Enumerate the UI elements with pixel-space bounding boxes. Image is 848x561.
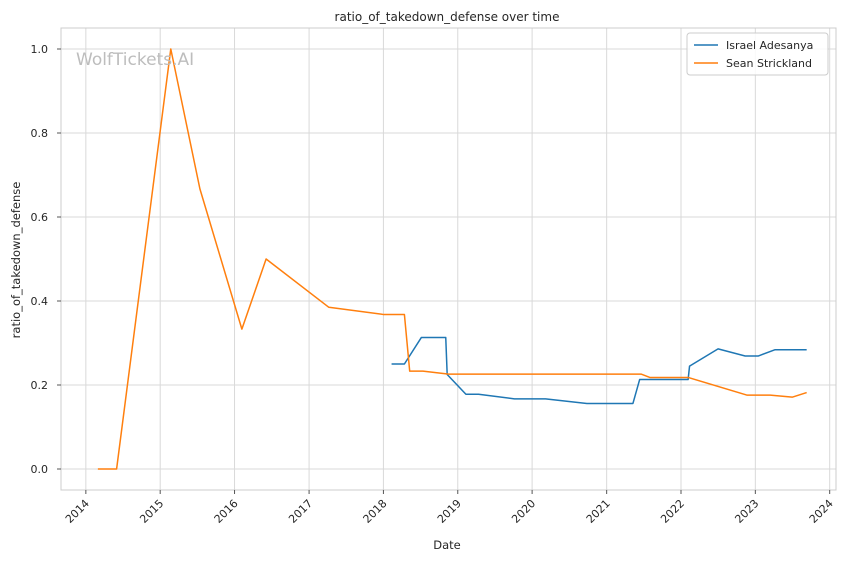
series-line-sean-strickland xyxy=(97,48,807,470)
x-tick-label: 2014 xyxy=(63,497,92,526)
x-tick-label: 2022 xyxy=(658,497,687,526)
legend-label-sean-strickland: Sean Strickland xyxy=(726,57,812,70)
y-axis-label: ratio_of_takedown_defense xyxy=(9,182,23,339)
x-tick-label: 2017 xyxy=(286,497,315,526)
x-tick-label: 2024 xyxy=(807,497,836,526)
y-tick-label: 0.2 xyxy=(31,379,49,392)
y-tick-label: 0.4 xyxy=(31,295,49,308)
legend-box xyxy=(686,32,829,76)
y-tick-label: 0.0 xyxy=(31,463,49,476)
x-tick-label: 2019 xyxy=(435,497,464,526)
y-tick-label: 1.0 xyxy=(31,43,49,56)
x-tick-label: 2021 xyxy=(584,497,613,526)
x-tick-label: 2018 xyxy=(361,497,390,526)
y-tick-label: 0.8 xyxy=(31,127,49,140)
x-tick-label: 2015 xyxy=(137,497,166,526)
x-tick-label: 2016 xyxy=(212,497,241,526)
y-axis-ticks: 0.0 0.2 0.4 0.6 0.8 1.0 xyxy=(31,43,61,476)
x-tick-label: 2023 xyxy=(732,497,761,526)
x-tick-label: 2020 xyxy=(509,497,538,526)
series-line-israel-adesanya xyxy=(391,336,807,405)
x-axis-ticks: 2014 2015 2016 2017 2018 2019 2020 2021 2022 2023… xyxy=(63,490,836,526)
x-axis-label: Date xyxy=(433,538,461,552)
watermark: WolfTickets.AI xyxy=(76,50,194,70)
plot-frame xyxy=(60,27,837,491)
legend-label-israel-adesanya: Israel Adesanya xyxy=(726,39,813,52)
grid xyxy=(61,28,836,490)
legend: Israel Adesanya Sean Strickland xyxy=(686,32,829,76)
y-tick-label: 0.6 xyxy=(31,211,49,224)
chart-title: ratio_of_takedown_defense over time xyxy=(335,10,560,24)
series-lines xyxy=(97,48,807,470)
